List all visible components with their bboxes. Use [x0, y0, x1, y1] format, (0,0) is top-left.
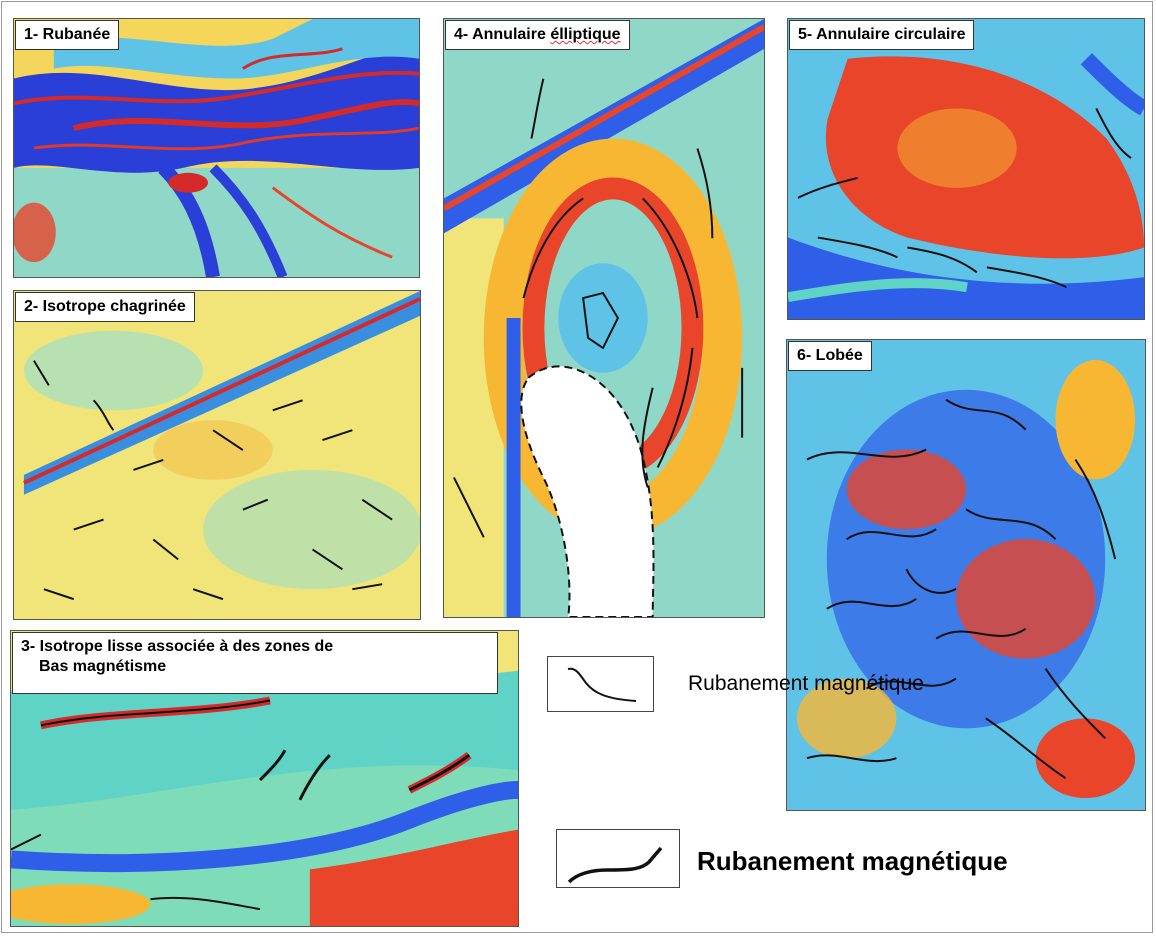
panel-3-label: 3- Isotrope lisse associée à des zones d… [12, 632, 498, 694]
panel-4-map [444, 19, 764, 617]
spellcheck-underline: élliptique [550, 26, 621, 43]
thin-line-icon [567, 667, 637, 702]
panel-5-annulaire-circulaire: 5- Annulaire circulaire [787, 18, 1145, 320]
panel-5-label: 5- Annulaire circulaire [789, 20, 975, 50]
panel-5-map [788, 19, 1144, 319]
panel-2-map [14, 291, 420, 619]
legend-thin-line-swatch [547, 656, 654, 712]
panel-3-label-line-1: 3- Isotrope lisse associée à des zones d… [21, 638, 334, 655]
panel-4-annulaire-elliptique: 4- Annulaire élliptique [443, 18, 765, 618]
panel-2-label: 2- Isotrope chagrinée [15, 292, 195, 322]
legend-thin-line-label: Rubanement magnétique [688, 672, 924, 695]
panel-1-label: 1- Rubanée [15, 20, 120, 50]
panel-6-lobee: 6- Lobée [786, 339, 1146, 811]
panel-4-label: 4- Annulaire élliptique [445, 20, 630, 50]
panel-1-rubanee: 1- Rubanée [13, 18, 420, 278]
panel-6-map [787, 340, 1145, 810]
panel-6-label: 6- Lobée [788, 341, 872, 371]
panel-3-label-line-2: Bas magnétisme [39, 658, 167, 675]
legend-thick-line-label: Rubanement magnétique [697, 846, 1008, 876]
panel-2-isotrope-chagrinee: 2- Isotrope chagrinée [13, 290, 421, 620]
panel-3-isotrope-lisse: 3- Isotrope lisse associée à des zones d… [10, 630, 519, 927]
thick-line-icon [567, 846, 663, 884]
panel-4-label-text: 4- Annulaire élliptique [454, 26, 621, 43]
legend-thick-line-swatch [556, 829, 680, 888]
panel-1-map [14, 19, 419, 277]
